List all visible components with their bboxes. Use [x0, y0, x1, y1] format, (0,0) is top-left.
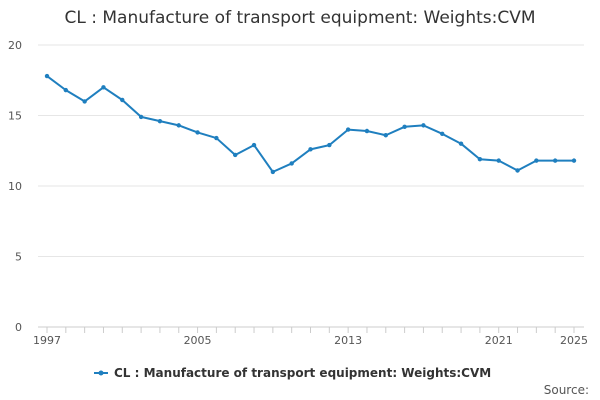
data-point	[571, 158, 577, 163]
x-tick-label: 2025	[560, 334, 588, 347]
data-point	[233, 152, 238, 158]
data-point	[421, 123, 426, 128]
series-layer	[44, 73, 577, 175]
data-point	[345, 127, 351, 132]
data-point	[515, 168, 520, 173]
data-point	[120, 97, 125, 103]
x-tick-label: 1997	[33, 334, 61, 347]
data-point	[138, 114, 144, 120]
y-tick-label: 0	[15, 321, 22, 334]
data-point	[157, 118, 163, 124]
grid-layer	[38, 44, 584, 257]
data-point	[552, 158, 558, 163]
y-tick-label: 15	[8, 110, 22, 123]
y-tick-label: 20	[8, 39, 22, 52]
data-point	[214, 135, 219, 141]
data-point	[101, 85, 106, 90]
data-point	[195, 130, 200, 135]
x-tick-label: 2013	[334, 334, 362, 347]
data-point	[63, 87, 69, 93]
x-tick-label: 2021	[485, 334, 513, 347]
data-point	[458, 141, 464, 146]
y-tick-label: 5	[15, 251, 22, 264]
data-point	[364, 128, 370, 134]
data-point	[289, 161, 294, 166]
source-label: Source:	[544, 383, 589, 397]
x-tick-label: 2005	[184, 334, 212, 347]
data-point	[496, 158, 501, 163]
data-point	[534, 158, 539, 163]
legend-label: CL : Manufacture of transport equipment:…	[114, 366, 491, 380]
y-tick-label: 10	[8, 180, 22, 193]
data-point	[327, 142, 332, 148]
data-point	[44, 73, 50, 79]
series-line	[46, 75, 574, 173]
data-point	[82, 99, 87, 104]
data-point	[270, 169, 276, 175]
chart-title: CL : Manufacture of transport equipment:…	[64, 8, 536, 28]
data-point	[383, 133, 388, 138]
data-point	[176, 123, 181, 128]
data-point	[402, 124, 407, 129]
data-point	[251, 142, 257, 148]
data-point	[477, 157, 483, 162]
data-point	[440, 131, 445, 137]
legend: CL : Manufacture of transport equipment:…	[94, 366, 491, 380]
data-point	[308, 147, 313, 152]
axis-layer: 0 5 10 15 20 1997 2005 2013 2021 2025	[8, 39, 588, 347]
legend-marker-swatch	[98, 370, 104, 376]
